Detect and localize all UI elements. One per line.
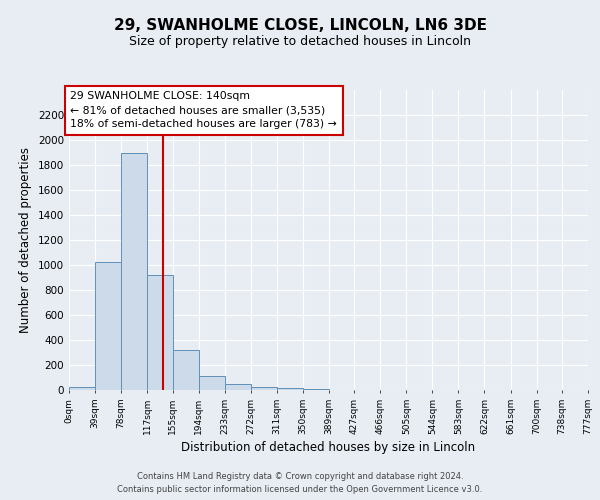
Bar — [69, 387, 95, 390]
Text: Contains HM Land Registry data © Crown copyright and database right 2024.
Contai: Contains HM Land Registry data © Crown c… — [118, 472, 482, 494]
Bar — [173, 350, 199, 390]
Text: 29, SWANHOLME CLOSE, LINCOLN, LN6 3DE: 29, SWANHOLME CLOSE, LINCOLN, LN6 3DE — [113, 18, 487, 32]
Text: 29 SWANHOLME CLOSE: 140sqm
← 81% of detached houses are smaller (3,535)
18% of s: 29 SWANHOLME CLOSE: 140sqm ← 81% of deta… — [70, 91, 337, 129]
Bar — [147, 275, 173, 390]
Bar — [121, 152, 147, 390]
Bar — [224, 384, 251, 390]
Bar — [277, 388, 303, 390]
Y-axis label: Number of detached properties: Number of detached properties — [19, 147, 32, 333]
Bar — [199, 376, 224, 390]
Bar — [251, 387, 277, 390]
Bar — [95, 262, 121, 390]
X-axis label: Distribution of detached houses by size in Lincoln: Distribution of detached houses by size … — [181, 441, 476, 454]
Text: Size of property relative to detached houses in Lincoln: Size of property relative to detached ho… — [129, 35, 471, 48]
